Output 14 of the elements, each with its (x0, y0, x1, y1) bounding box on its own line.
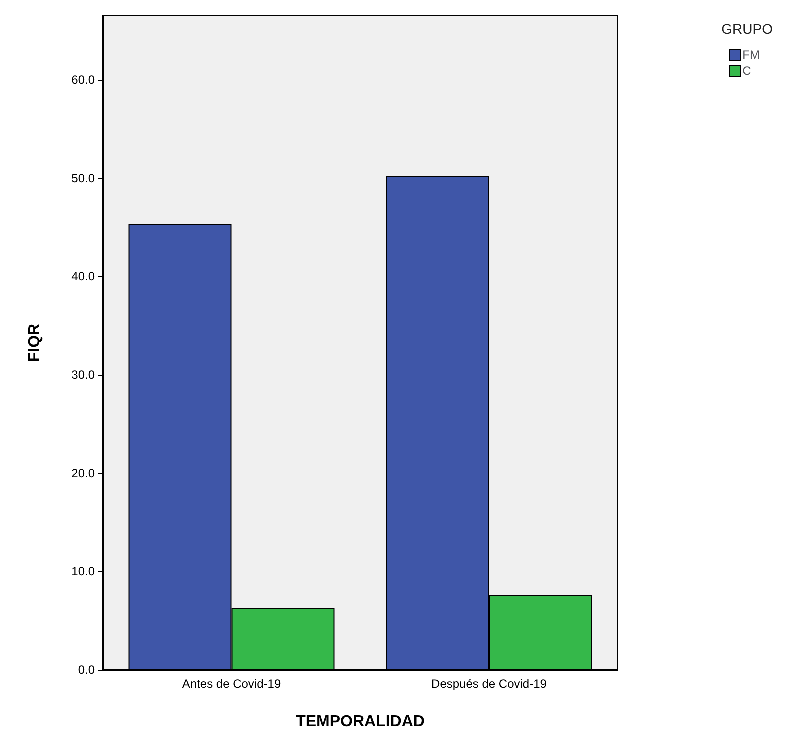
x-axis-title: TEMPORALIDAD (296, 714, 425, 730)
legend-title: GRUPO (722, 21, 774, 37)
y-tick-label: 0.0 (78, 663, 96, 677)
legend-label: C (742, 64, 752, 78)
legend-label: FM (742, 48, 760, 62)
y-tick-label: 50.0 (72, 171, 96, 186)
y-axis-title: FIQR (26, 323, 44, 362)
y-tick-label: 30.0 (72, 368, 96, 382)
y-tick-label: 20.0 (72, 466, 96, 480)
y-tick-label: 10.0 (72, 564, 96, 579)
x-tick-label: Después de Covid-19 (432, 677, 548, 691)
y-tick-label: 60.0 (72, 72, 96, 87)
y-tick-label: 40.0 (72, 270, 96, 284)
x-tick-label: Antes de Covid-19 (182, 677, 282, 691)
